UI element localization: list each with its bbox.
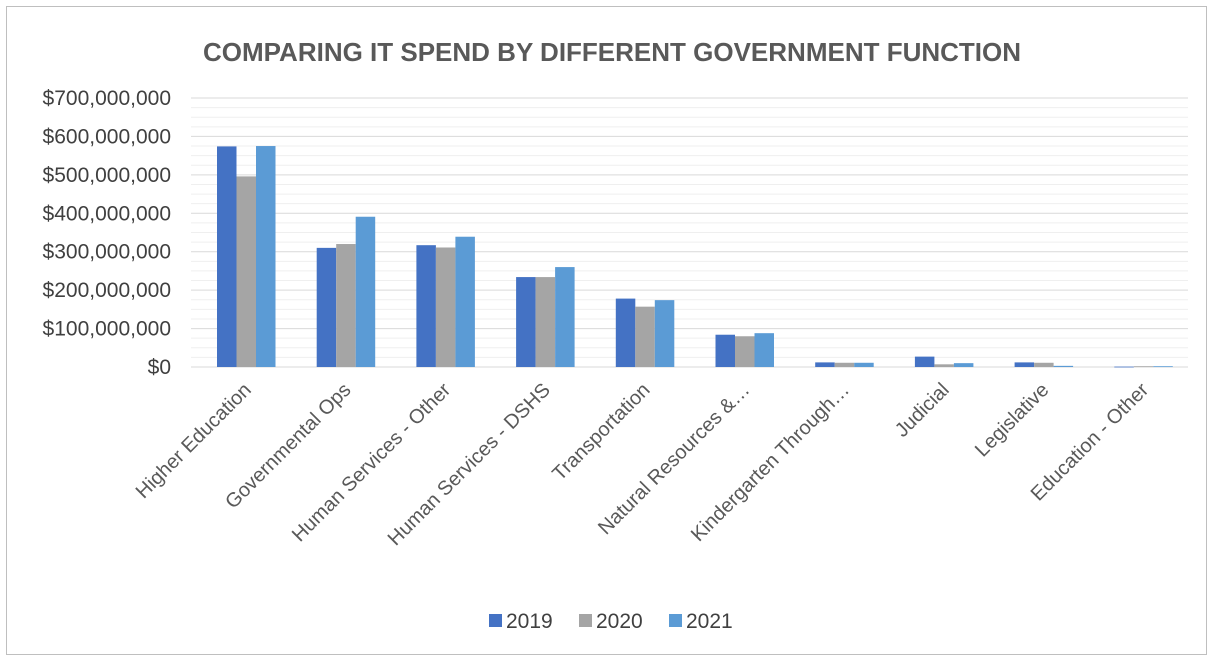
chart-frame: COMPARING IT SPEND BY DIFFERENT GOVERNME… <box>6 6 1207 655</box>
bar-2020-2 <box>435 247 456 367</box>
x-tick-label: Legislative <box>971 379 1053 461</box>
bar-2019-6 <box>815 362 835 367</box>
bar-2021-5 <box>754 333 774 367</box>
bar-2019-9 <box>1114 366 1134 368</box>
y-tick-label: $200,000,000 <box>43 279 171 302</box>
legend-swatch-2020 <box>579 614 592 627</box>
bars <box>217 146 1173 368</box>
bar-2019-1 <box>316 247 337 367</box>
chart-svg: COMPARING IT SPEND BY DIFFERENT GOVERNME… <box>43 37 1188 633</box>
bar-2019-5 <box>715 334 735 367</box>
y-tick-label: $400,000,000 <box>43 202 171 225</box>
y-tick-label: $100,000,000 <box>43 318 171 341</box>
bar-2019-4 <box>615 298 636 367</box>
bar-2020-3 <box>535 277 556 367</box>
y-tick-label: $700,000,000 <box>43 87 171 110</box>
bar-2021-0 <box>256 146 276 367</box>
bar-2020-1 <box>336 244 356 367</box>
legend-swatch-2019 <box>489 614 502 627</box>
bar-2021-8 <box>1053 365 1074 367</box>
bar-2021-4 <box>654 300 675 367</box>
x-tick-label: Transportation <box>548 379 654 485</box>
bar-2021-1 <box>355 216 376 367</box>
x-tick-label: Kindergarten Through… <box>687 379 854 546</box>
x-tick-label: Human Services - DSHS <box>384 379 555 550</box>
bar-2019-7 <box>914 356 935 367</box>
legend-label: 2021 <box>686 610 733 633</box>
bar-2019-3 <box>516 277 536 367</box>
x-tick-label: Judicial <box>891 379 954 442</box>
legend-label: 2020 <box>596 610 643 633</box>
bar-2020-7 <box>934 364 954 367</box>
legend-swatch-2021 <box>669 614 682 627</box>
bar-2019-0 <box>217 146 237 367</box>
bar-2021-9 <box>1153 366 1173 368</box>
legend-label: 2019 <box>506 610 553 633</box>
legend: 2019 2020 2021 <box>489 610 733 633</box>
bar-2020-9 <box>1133 366 1154 368</box>
bar-2019-2 <box>416 245 436 367</box>
y-tick-label: $600,000,000 <box>43 125 171 148</box>
bar-2019-8 <box>1014 362 1035 367</box>
y-tick-label: $0 <box>148 356 171 379</box>
y-tick-label: $300,000,000 <box>43 241 171 264</box>
x-tick-label: Human Services - Other <box>288 379 455 546</box>
bar-2021-3 <box>555 267 575 367</box>
bar-2020-0 <box>236 176 256 367</box>
y-tick-label: $500,000,000 <box>43 164 171 187</box>
chart-title: COMPARING IT SPEND BY DIFFERENT GOVERNME… <box>203 37 1021 67</box>
bar-2020-8 <box>1034 362 1054 367</box>
bar-2020-6 <box>834 362 855 367</box>
bar-2021-6 <box>854 362 874 367</box>
bar-2020-4 <box>635 306 655 367</box>
bar-2021-2 <box>455 236 475 367</box>
y-axis-ticks: $0 $100,000,000 $200,000,000 $300,000,000 $4… <box>43 87 171 379</box>
bar-2021-7 <box>953 363 974 367</box>
bar-2020-5 <box>735 336 755 367</box>
